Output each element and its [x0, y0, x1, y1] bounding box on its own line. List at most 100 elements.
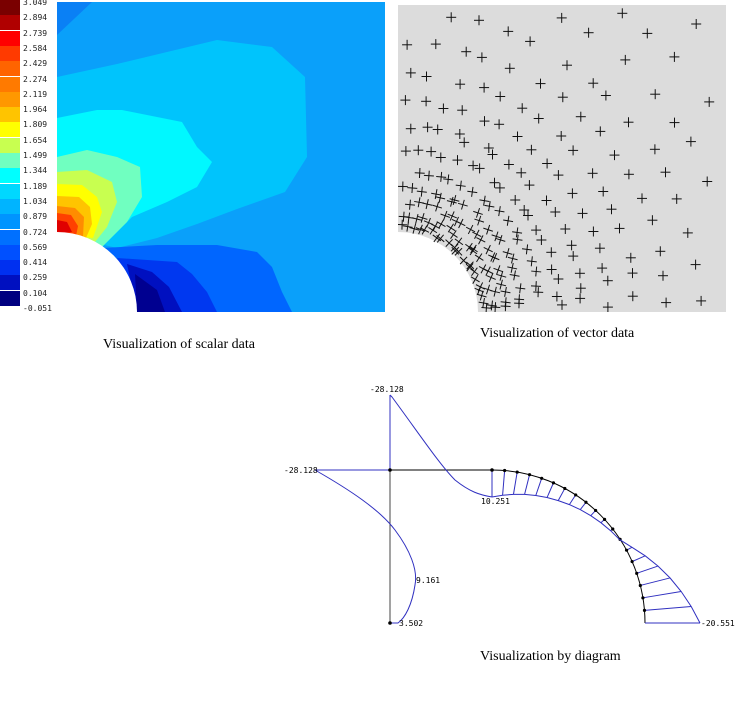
vector-glyph: [483, 244, 493, 255]
legend-swatch: [0, 275, 20, 292]
vector-glyph: [542, 158, 553, 169]
vector-glyph: [623, 117, 634, 128]
legend-swatch: [0, 214, 20, 231]
legend-swatch: [0, 244, 20, 261]
diagram-ordinate: [512, 472, 518, 495]
vector-glyph: [568, 251, 579, 262]
vector-glyph: [432, 201, 443, 212]
vector-glyph: [531, 266, 542, 277]
vector-glyph: [553, 170, 564, 181]
legend-label: 1.964: [23, 105, 48, 115]
diagram-plot: -28.128 -28.128 10.251 9.161 3.502 -20.5…: [284, 385, 735, 628]
vector-glyph: [567, 188, 578, 199]
vector-glyph: [503, 26, 514, 37]
vector-glyph: [609, 150, 620, 161]
vector-glyph: [546, 264, 557, 275]
legend-swatch: [0, 168, 20, 185]
legend-label: 0.724: [23, 227, 48, 237]
vector-glyph: [456, 218, 466, 229]
vector-glyph: [435, 152, 446, 163]
vector-glyph: [447, 211, 457, 221]
vector-glyph: [449, 195, 460, 205]
vector-glyph: [550, 207, 561, 217]
legend-swatch: [0, 30, 20, 47]
vector-glyph: [436, 219, 446, 229]
legend-label: 2.584: [23, 43, 48, 53]
vector-glyph: [430, 39, 441, 50]
vector-glyph: [496, 270, 507, 281]
top-diagram-curve: [389, 394, 493, 498]
vector-glyph: [476, 290, 487, 301]
label-vertical-mid: 9.161: [416, 576, 440, 585]
vector-caption: Visualization of vector data: [480, 326, 635, 341]
legend-label: 1.654: [23, 135, 48, 145]
vector-glyph: [523, 210, 533, 221]
vector-glyph: [614, 223, 625, 234]
legend-swatch: [0, 76, 20, 93]
vector-glyph: [454, 247, 463, 256]
vector-glyph: [398, 219, 408, 230]
vector-glyph: [407, 182, 418, 194]
vector-glyph: [704, 96, 715, 107]
vector-glyph: [500, 301, 511, 312]
vector-glyph: [696, 295, 707, 306]
left-diagram-curve: [314, 469, 417, 624]
legend-swatch: [0, 137, 20, 154]
node: [641, 596, 645, 600]
vector-glyph: [417, 212, 428, 223]
legend-swatch: [0, 122, 20, 139]
vector-glyph: [597, 263, 608, 274]
vector-glyph: [438, 103, 449, 114]
vector-glyph: [479, 195, 490, 206]
vector-glyph: [443, 174, 454, 185]
legend-label: 2.274: [23, 74, 48, 84]
vector-glyph: [575, 293, 586, 304]
vector-glyph: [446, 196, 457, 207]
vector-glyph: [602, 275, 613, 286]
vector-glyph: [560, 224, 571, 234]
vector-glyph: [483, 266, 493, 276]
vector-glyph: [519, 205, 530, 215]
vector-glyph: [469, 244, 478, 254]
legend-label: 2.739: [23, 28, 48, 38]
vector-glyph: [637, 193, 647, 204]
vector-glyph: [483, 224, 494, 235]
diagram-ordinate: [568, 494, 577, 505]
vector-glyph: [413, 145, 424, 156]
diagram-ordinate: [636, 565, 659, 574]
vector-glyph: [423, 170, 434, 181]
legend-label: 0.104: [23, 288, 48, 298]
legend-swatch: [0, 290, 20, 307]
label-top: -28.128: [370, 385, 404, 394]
vector-glyph: [495, 91, 506, 102]
vector-glyph: [411, 214, 422, 224]
vector-glyph: [587, 168, 598, 179]
vector-glyph: [454, 237, 464, 247]
vector-glyph: [577, 208, 588, 219]
legend-label: 0.414: [23, 258, 48, 268]
legend-label: 1.189: [23, 181, 48, 191]
legend-label: 2.429: [23, 59, 48, 69]
vector-glyph: [625, 252, 636, 263]
vector-glyph: [660, 167, 671, 178]
legend-swatch: [0, 91, 20, 108]
node: [490, 468, 494, 472]
vector-glyph: [557, 92, 568, 103]
vector-glyph: [470, 274, 480, 284]
vector-glyph: [690, 259, 701, 270]
scalar-caption: Visualization of scalar data: [103, 337, 255, 352]
vector-glyph: [465, 263, 475, 272]
vector-glyph: [594, 243, 605, 254]
vector-glyph: [553, 274, 564, 284]
vector-glyph: [474, 15, 484, 26]
diagram-ordinate: [642, 590, 682, 599]
node: [638, 583, 642, 588]
contour-band: [57, 220, 72, 234]
vector-glyph: [459, 137, 470, 148]
vector-glyph: [489, 253, 500, 263]
vector-glyph: [455, 180, 466, 191]
node: [642, 608, 647, 612]
vector-glyph: [575, 283, 586, 294]
vector-glyph: [515, 283, 526, 294]
legend-swatch: [0, 15, 20, 32]
